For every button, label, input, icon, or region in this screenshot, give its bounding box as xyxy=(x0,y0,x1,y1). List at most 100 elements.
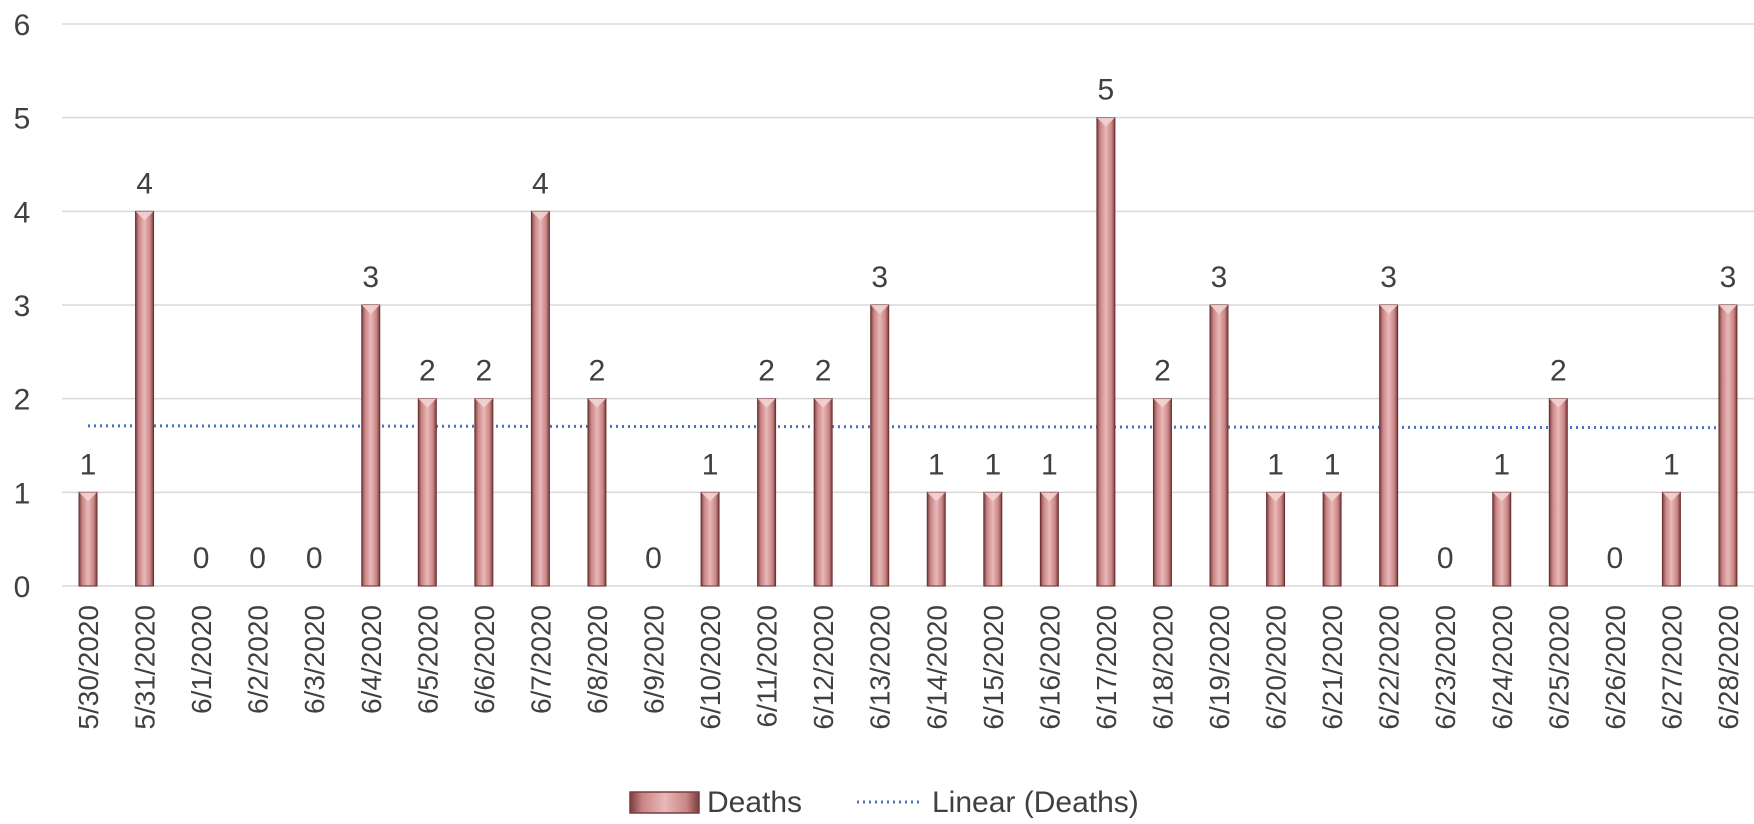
bar-bevel xyxy=(1549,398,1568,408)
x-tick-label: 6/12/2020 xyxy=(808,605,839,730)
x-tick-label: 5/31/2020 xyxy=(130,605,161,730)
data-label: 1 xyxy=(1041,448,1058,481)
bar-bevel xyxy=(1492,492,1511,502)
y-tick-label: 2 xyxy=(14,384,31,417)
bar xyxy=(983,491,1003,587)
x-tick-label: 6/10/2020 xyxy=(695,605,726,730)
bar-bevel xyxy=(814,398,833,408)
bar xyxy=(1152,398,1172,587)
y-tick-label: 0 xyxy=(14,571,31,604)
bar xyxy=(813,398,833,587)
bar xyxy=(757,398,777,587)
x-tick-label: 6/17/2020 xyxy=(1091,605,1122,730)
x-tick-label: 6/22/2020 xyxy=(1374,605,1405,730)
bar-bevel xyxy=(1210,305,1228,314)
x-tick-label: 6/18/2020 xyxy=(1147,605,1178,730)
data-label: 3 xyxy=(1211,261,1228,294)
bar xyxy=(700,491,720,587)
bar xyxy=(1548,398,1568,587)
bar-bevel xyxy=(1662,492,1681,502)
data-label: 2 xyxy=(1154,355,1171,388)
data-label: 4 xyxy=(532,167,549,200)
x-axis-tick-labels: 5/30/2020 5/31/2020 6/1/2020 6/2/2020 6/3/20… xyxy=(73,605,1744,730)
bar-bevel xyxy=(587,398,606,408)
bar-bevel xyxy=(927,492,946,502)
data-label: 3 xyxy=(1720,261,1737,294)
bar-bevel xyxy=(701,492,720,502)
x-tick-label: 6/26/2020 xyxy=(1600,605,1631,730)
trendline-layer xyxy=(87,424,1728,430)
bar-bevel xyxy=(1153,398,1172,408)
y-tick-label: 6 xyxy=(14,9,31,42)
x-tick-label: 6/2/2020 xyxy=(243,605,274,714)
x-tick-label: 6/7/2020 xyxy=(525,605,556,714)
data-label: 1 xyxy=(1267,448,1284,481)
x-tick-label: 6/14/2020 xyxy=(921,605,952,730)
bar xyxy=(530,210,550,587)
data-label: 2 xyxy=(419,355,436,388)
bar xyxy=(1718,304,1738,587)
data-label: 1 xyxy=(984,448,1001,481)
trendline xyxy=(87,424,1728,430)
bar xyxy=(1661,491,1681,587)
data-label: 1 xyxy=(928,448,945,481)
bar-bevel xyxy=(79,492,97,502)
bar xyxy=(417,398,437,587)
data-label: 1 xyxy=(1493,448,1510,481)
x-tick-label: 6/1/2020 xyxy=(186,605,217,714)
data-label: 4 xyxy=(136,167,153,200)
bar-bevel xyxy=(361,305,380,314)
data-label: 1 xyxy=(702,448,719,481)
y-tick-label: 4 xyxy=(14,196,31,229)
x-tick-label: 6/21/2020 xyxy=(1317,605,1348,730)
bars xyxy=(78,117,1738,587)
data-label: 2 xyxy=(476,355,493,388)
bar xyxy=(78,491,98,587)
y-tick-label: 3 xyxy=(14,290,31,323)
bar-bevel xyxy=(870,305,889,314)
data-label: 3 xyxy=(1380,261,1397,294)
y-tick-label: 5 xyxy=(14,103,31,136)
data-label: 0 xyxy=(1607,542,1624,575)
bar-bevel xyxy=(474,398,493,408)
bar xyxy=(1209,304,1229,587)
x-tick-label: 6/13/2020 xyxy=(865,605,896,730)
x-tick-label: 6/3/2020 xyxy=(299,605,330,714)
bar-bevel xyxy=(1266,492,1285,502)
data-label: 0 xyxy=(249,542,266,575)
bar-bevel xyxy=(1323,492,1342,502)
x-tick-label: 6/9/2020 xyxy=(639,605,670,714)
bar-bevel xyxy=(418,398,437,408)
y-axis-tick-labels: 0 1 2 3 4 5 6 xyxy=(14,9,31,604)
x-tick-label: 6/20/2020 xyxy=(1261,605,1292,730)
bar xyxy=(1379,304,1399,587)
bar xyxy=(870,304,890,587)
x-tick-label: 6/8/2020 xyxy=(582,605,613,714)
data-label: 5 xyxy=(1098,74,1115,107)
data-label: 1 xyxy=(1663,448,1680,481)
x-tick-label: 6/27/2020 xyxy=(1656,605,1687,730)
x-tick-label: 6/28/2020 xyxy=(1713,605,1744,730)
x-tick-label: 6/5/2020 xyxy=(412,605,443,714)
bar xyxy=(587,398,607,587)
data-label: 3 xyxy=(362,261,379,294)
data-label: 2 xyxy=(758,355,775,388)
x-tick-label: 6/19/2020 xyxy=(1204,605,1235,730)
legend-label-trendline: Linear (Deaths) xyxy=(932,786,1139,819)
bar-bevel xyxy=(531,211,550,221)
bar xyxy=(361,304,381,587)
data-label: 1 xyxy=(1324,448,1341,481)
bar xyxy=(1322,491,1342,587)
x-tick-label: 6/23/2020 xyxy=(1430,605,1461,730)
bar xyxy=(1039,491,1059,587)
data-label: 0 xyxy=(193,542,210,575)
x-tick-label: 6/16/2020 xyxy=(1034,605,1065,730)
bar xyxy=(1266,491,1286,587)
bar-bevel xyxy=(1040,492,1059,502)
legend-label-deaths: Deaths xyxy=(707,786,802,819)
x-tick-label: 6/6/2020 xyxy=(469,605,500,714)
data-label: 0 xyxy=(306,542,323,575)
legend-swatch-deaths xyxy=(629,791,700,814)
